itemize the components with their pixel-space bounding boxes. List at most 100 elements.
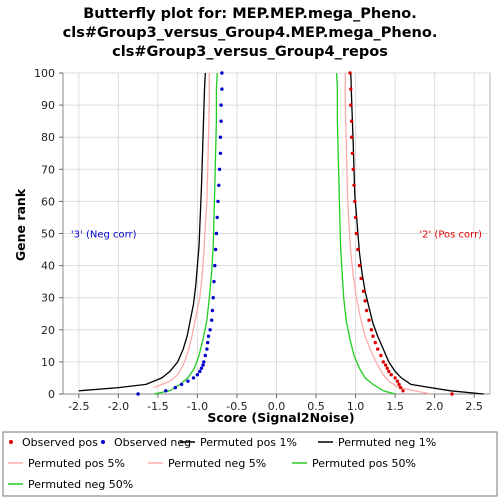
y-tick-label: 30 [41, 292, 55, 305]
observed-pos-point [389, 373, 393, 377]
legend-box [2, 431, 498, 497]
x-tick-label: 1.5 [386, 400, 404, 413]
y-tick-label: 70 [41, 163, 55, 176]
y-tick-label: 80 [41, 131, 55, 144]
chart-title-line-1: Butterfly plot for: MEP.MEP.mega_Pheno. [83, 6, 417, 22]
observed-neg-point [217, 167, 222, 171]
observed-neg-point [217, 183, 221, 187]
chart-title: Butterfly plot for: MEP.MEP.mega_Pheno. … [63, 6, 438, 60]
observed-neg-point [206, 340, 210, 345]
permuted-pos-5-line [344, 73, 431, 395]
observed-pos-point [363, 299, 367, 303]
observed-neg-legend-marker [101, 440, 105, 444]
y-axis-label: Gene rank [13, 188, 28, 261]
y-tick-label: 50 [41, 228, 55, 241]
x-tick-label: 0.0 [268, 400, 286, 413]
observed-pos-point [401, 389, 405, 393]
observed-pos-point [385, 366, 389, 370]
observed-neg-point [202, 360, 206, 364]
permuted-pos-1-legend-label: Permuted pos 1% [200, 436, 297, 449]
y-tick-label: 40 [41, 260, 55, 273]
permuted-pos-1-line [350, 72, 484, 395]
permuted-neg-1-legend-label: Permuted neg 1% [338, 436, 436, 449]
observed-pos-legend-marker [9, 440, 13, 444]
observed-pos-point [367, 318, 371, 322]
y-tick-label: 100 [34, 67, 55, 80]
x-tick-label: -1.5 [147, 400, 168, 413]
permuted-neg-1-line [78, 72, 206, 392]
observed-neg-point [218, 151, 223, 155]
observed-pos-point [371, 334, 375, 338]
permuted-neg-5-legend-label: Permuted neg 5% [168, 457, 266, 470]
x-tick-label: 2.0 [426, 400, 444, 413]
observed-neg-point [210, 318, 214, 322]
x-axis-label: Score (Signal2Noise) [207, 410, 354, 425]
observed-pos-point [398, 385, 403, 390]
observed-neg-point [215, 215, 219, 220]
x-axis-ticks: -2.5 -2.0 -1.5 -1.0 -0.5 0.0 0.5 1.0 1.5 2.0 2.5 [68, 394, 483, 413]
permuted-pos-50-line [335, 72, 396, 395]
observed-pos-point [348, 71, 352, 75]
observed-pos-point [450, 392, 454, 396]
y-tick-label: 10 [41, 356, 55, 369]
observed-neg-point [220, 71, 224, 75]
y-tick-label: 90 [41, 99, 55, 112]
observed-neg-point [164, 389, 168, 393]
observed-neg-point [213, 247, 218, 252]
observed-pos-point [349, 135, 354, 139]
pos-corr-annotation: '2' (Pos corr) [419, 230, 482, 241]
observed-pos-point [364, 308, 369, 313]
observed-pos-legend-label: Observed pos [22, 436, 98, 449]
observed-neg-point [195, 373, 200, 377]
neg-corr-annotation: '3' (Neg corr) [71, 230, 137, 241]
observed-pos-point [352, 183, 356, 187]
observed-pos-point [356, 247, 360, 252]
y-tick-label: 0 [48, 388, 55, 401]
observed-pos-point [381, 360, 385, 364]
observed-neg-point [213, 263, 217, 268]
observed-pos-point [354, 231, 359, 236]
observed-neg-point [216, 199, 220, 204]
observed-neg-point [205, 347, 209, 351]
observed-neg-point [191, 376, 196, 380]
observed-pos-point [376, 347, 380, 351]
observed-pos-point [369, 328, 374, 332]
permuted-neg-5-line [153, 73, 210, 389]
observed-pos-point [395, 379, 400, 383]
plot-series [78, 71, 484, 396]
x-tick-label: 0.5 [307, 400, 325, 413]
observed-neg-point [173, 385, 177, 390]
observed-pos-point [357, 263, 362, 268]
observed-pos-point [393, 376, 397, 380]
observed-neg-point [179, 382, 184, 387]
x-tick-label: -0.5 [226, 400, 247, 413]
x-tick-label: -2.5 [68, 400, 89, 413]
observed-neg-point [201, 363, 205, 367]
permuted-neg-50-legend-label: Permuted neg 50% [28, 478, 133, 491]
observed-neg-point [219, 103, 223, 107]
observed-neg-point [210, 308, 215, 313]
observed-pos-point [349, 87, 353, 91]
y-tick-label: 60 [41, 195, 55, 208]
observed-pos-point [373, 340, 377, 345]
x-tick-label: 1.0 [347, 400, 365, 413]
observed-neg-point [186, 379, 190, 383]
observed-neg-point [220, 87, 224, 91]
chart-title-line-2: cls#Group3_versus_Group4.MEP.mega_Pheno. [63, 25, 438, 41]
observed-neg-point [136, 392, 140, 396]
y-axis-ticks: 0 10 20 30 40 50 60 70 80 90 100 [34, 67, 63, 401]
observed-pos-point [361, 289, 366, 293]
observed-pos-point [353, 199, 357, 204]
observed-neg-point [206, 334, 211, 338]
observed-neg-point [212, 279, 216, 284]
observed-pos-point [383, 363, 388, 367]
observed-pos-point [387, 369, 391, 374]
y-tick-label: 20 [41, 324, 55, 337]
x-tick-label: -1.0 [187, 400, 208, 413]
observed-neg-point [218, 135, 223, 139]
observed-pos-point [397, 382, 401, 387]
observed-pos-point [379, 353, 383, 358]
permuted-pos-5-legend-label: Permuted pos 5% [28, 457, 125, 470]
permuted-pos-50-legend-label: Permuted pos 50% [312, 457, 416, 470]
